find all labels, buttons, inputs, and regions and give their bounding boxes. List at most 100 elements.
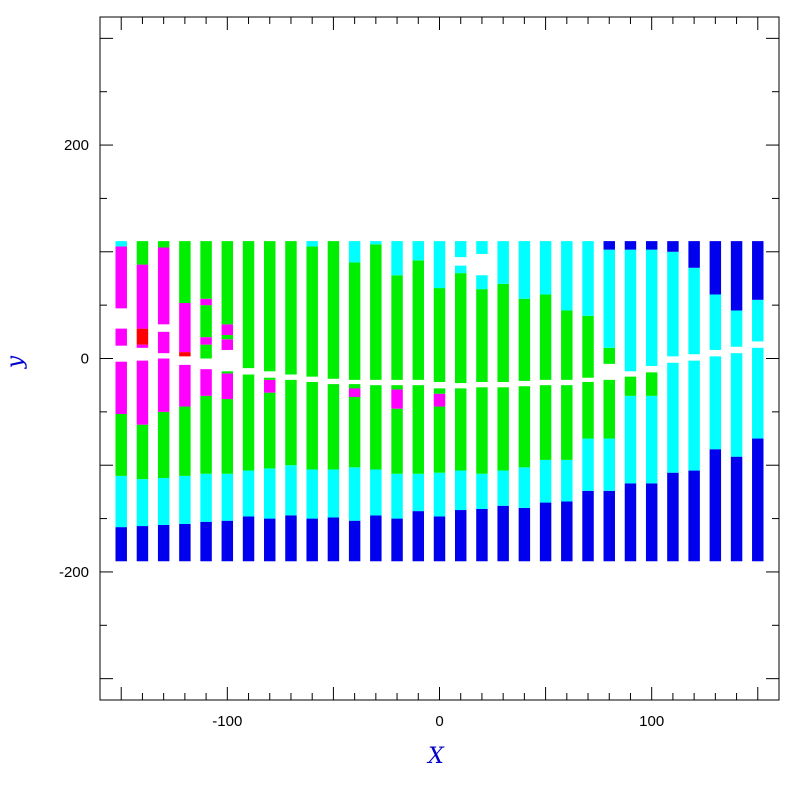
- heatmap-cell: [454, 273, 467, 384]
- heatmap-cell: [136, 264, 149, 329]
- heatmap-cell: [391, 241, 403, 276]
- heatmap-cell: [603, 379, 615, 439]
- heatmap-cell: [539, 502, 552, 562]
- heatmap-cell: [200, 473, 212, 522]
- heatmap-cell: [200, 337, 212, 345]
- heatmap-cell: [200, 521, 212, 562]
- y-axis-title: y: [3, 355, 28, 369]
- heatmap-cell: [582, 315, 594, 378]
- heatmap-cell: [391, 518, 403, 562]
- heatmap-cell: [561, 241, 573, 311]
- heatmap-cell: [752, 438, 764, 562]
- heatmap-cell: [667, 241, 679, 252]
- heatmap-cell: [561, 501, 573, 562]
- heatmap-cell: [582, 490, 594, 562]
- heatmap-cell: [306, 518, 318, 562]
- heatmap-cell: [561, 459, 573, 502]
- heatmap-cell: [539, 241, 552, 295]
- heatmap-cell: [645, 395, 658, 484]
- heatmap-cell: [539, 294, 552, 380]
- x-tick-label: -100: [212, 713, 242, 730]
- heatmap-cell: [242, 241, 255, 369]
- heatmap-cell: [136, 360, 149, 425]
- heatmap-cell: [730, 310, 743, 347]
- heatmap-cell: [709, 241, 722, 295]
- heatmap-cell: [454, 265, 467, 274]
- heatmap-cell: [476, 241, 488, 254]
- heatmap-cell: [433, 388, 446, 394]
- heatmap-cell: [454, 510, 467, 562]
- heatmap-cell: [454, 241, 467, 258]
- heatmap-cell: [730, 353, 743, 457]
- heatmap-cell: [264, 518, 276, 562]
- heatmap-cell: [497, 241, 509, 284]
- heatmap-cell: [476, 289, 488, 382]
- heatmap-cell: [412, 241, 425, 261]
- heatmap-cell: [624, 376, 637, 396]
- heatmap-cell: [433, 241, 446, 289]
- heatmap-cell: [433, 516, 446, 562]
- heatmap-cell: [688, 241, 700, 268]
- heatmap-cell: [242, 516, 255, 562]
- heatmap-cell: [433, 406, 446, 473]
- heatmap-cell: [752, 299, 764, 342]
- heatmap-cell: [157, 331, 170, 354]
- heatmap-cell: [561, 385, 573, 460]
- heatmap-cell: [752, 347, 764, 439]
- heatmap-cell: [348, 467, 361, 521]
- heatmap-cell: [730, 456, 743, 562]
- heatmap-cell: [412, 473, 425, 512]
- heatmap-cell: [624, 483, 637, 562]
- heatmap-cell: [136, 424, 149, 480]
- heatmap-cell: [221, 371, 234, 374]
- heatmap-cell: [348, 384, 361, 468]
- heatmap-cell: [709, 294, 722, 350]
- heatmap-cell: [370, 515, 382, 562]
- heatmap-cell: [264, 468, 276, 519]
- axis-tick-labels: -100 0 100 -200 0 200: [59, 137, 664, 730]
- heatmap-cell: [179, 241, 191, 304]
- heatmap-cell: [285, 241, 297, 375]
- heatmap-cell: [497, 505, 509, 562]
- heatmap-cell: [624, 241, 637, 250]
- heatmap-cell: [264, 379, 276, 393]
- heatmap-cell: [157, 241, 170, 248]
- heatmap-cell: [688, 360, 700, 471]
- heatmap-cell: [603, 249, 615, 348]
- heatmap-cell: [136, 344, 149, 348]
- heatmap-cell: [582, 381, 594, 439]
- heatmap-cell: [603, 241, 615, 250]
- heatmap-cell: [603, 438, 615, 491]
- heatmap-cell: [306, 381, 318, 470]
- heatmap-cell: [603, 490, 615, 562]
- heatmap-cell: [433, 288, 446, 382]
- x-axis-title: X: [426, 744, 445, 769]
- heatmap-cell: [433, 393, 446, 407]
- heatmap-cell: [391, 473, 403, 519]
- heatmap-cell: [645, 249, 658, 366]
- heatmap-cell: [370, 385, 382, 470]
- heatmap-cell: [136, 241, 149, 265]
- heatmap-cell: [285, 465, 297, 516]
- heatmap-cell: [242, 470, 255, 517]
- heatmap-cell: [264, 241, 276, 372]
- heatmap-cell: [348, 520, 361, 562]
- heatmap-cell: [497, 283, 509, 382]
- heatmap-cell: [115, 246, 127, 309]
- heatmap-cell: [327, 241, 340, 379]
- heatmap-cell: [624, 249, 637, 372]
- heatmap-cell: [242, 374, 255, 471]
- heatmap-cell: [221, 339, 234, 350]
- heatmap-cell: [582, 438, 594, 491]
- heatmap-cell: [221, 324, 234, 336]
- heatmap-cell: [348, 388, 361, 397]
- heatmap-cell: [370, 244, 382, 380]
- heatmap-cell: [391, 408, 403, 474]
- heatmap-cell: [412, 385, 425, 474]
- heatmap-cell: [179, 352, 191, 357]
- heatmap-cell: [518, 241, 531, 299]
- heatmap-cell: [115, 527, 127, 562]
- heatmap-cell: [412, 260, 425, 380]
- heatmap-cell: [476, 387, 488, 474]
- heatmap-cell: [709, 356, 722, 450]
